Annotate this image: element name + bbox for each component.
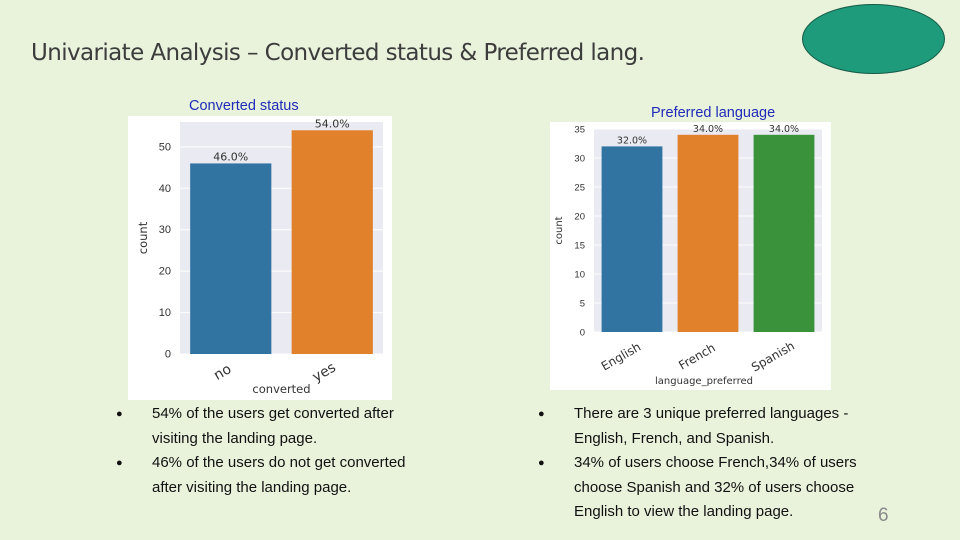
language-data-label: 34.0% <box>769 124 799 135</box>
language-y-axis-label: count <box>554 216 565 244</box>
left-bullet-1: ● 54% of the users get converted after vi… <box>116 402 436 451</box>
converted-x-axis-label: converted <box>252 382 310 396</box>
language-chart: 0 5 10 15 20 25 30 35 32.0% English 34.0% French 34.… <box>550 122 831 390</box>
language-bar-english <box>601 146 663 332</box>
decorative-ellipse <box>802 4 945 74</box>
language-xtick-label: English <box>599 340 644 374</box>
converted-y-axis-label: count <box>136 221 150 254</box>
right-bullet-2: ● 34% of users choose French,34% of users… <box>538 451 898 525</box>
left-bullet-list: ● 54% of the users get converted after vi… <box>116 402 436 500</box>
language-ytick-label: 10 <box>574 270 585 281</box>
language-ytick-label: 5 <box>580 299 585 310</box>
language-ytick-label: 20 <box>574 212 585 223</box>
language-bar-spanish <box>753 134 815 332</box>
language-ytick-label: 25 <box>574 183 585 194</box>
converted-ytick-label: 20 <box>159 266 171 278</box>
language-xtick-label: Spanish <box>749 339 797 375</box>
bullet-dot-icon: ● <box>538 457 545 469</box>
bullet-dot-icon: ● <box>116 457 123 469</box>
converted-xtick-label: no <box>211 361 234 384</box>
converted-bar-no <box>190 163 272 354</box>
converted-xtick-label: yes <box>310 360 339 386</box>
language-chart-title: Preferred language <box>651 105 776 121</box>
slide-title: Univariate Analysis – Converted status &… <box>31 40 645 66</box>
language-data-label: 34.0% <box>693 124 723 135</box>
converted-bar-yes <box>291 130 373 354</box>
converted-ytick-label: 50 <box>159 141 171 153</box>
converted-ytick-label: 0 <box>165 349 171 361</box>
language-bar-french <box>677 134 739 332</box>
language-ytick-label: 0 <box>580 328 585 339</box>
converted-data-label: 54.0% <box>315 117 350 130</box>
language-xtick-label: French <box>676 341 718 373</box>
language-data-label: 32.0% <box>617 135 647 146</box>
page-number: 6 <box>878 505 889 526</box>
language-ytick-label: 15 <box>574 241 585 252</box>
converted-ytick-label: 40 <box>159 183 171 195</box>
converted-data-label: 46.0% <box>213 150 248 163</box>
converted-ytick-label: 30 <box>159 224 171 236</box>
language-x-axis-label: language_preferred <box>655 376 753 387</box>
language-chart-svg: 0 5 10 15 20 25 30 35 32.0% English 34.0% French 34.… <box>554 124 822 387</box>
right-bullet-1: ● There are 3 unique preferred languages … <box>538 402 898 451</box>
converted-chart: 0 10 20 30 40 50 46.0% no 54.0% yes converted count <box>128 116 392 400</box>
right-bullet-list: ● There are 3 unique preferred languages … <box>538 402 898 525</box>
bullet-dot-icon: ● <box>538 408 545 420</box>
left-bullet-2: ● 46% of the users do not get converted a… <box>116 451 436 500</box>
language-ytick-label: 35 <box>574 125 585 136</box>
converted-ytick-label: 10 <box>159 307 171 319</box>
converted-chart-title: Converted status <box>189 98 299 114</box>
language-ytick-label: 30 <box>574 154 585 165</box>
bullet-dot-icon: ● <box>116 408 123 420</box>
